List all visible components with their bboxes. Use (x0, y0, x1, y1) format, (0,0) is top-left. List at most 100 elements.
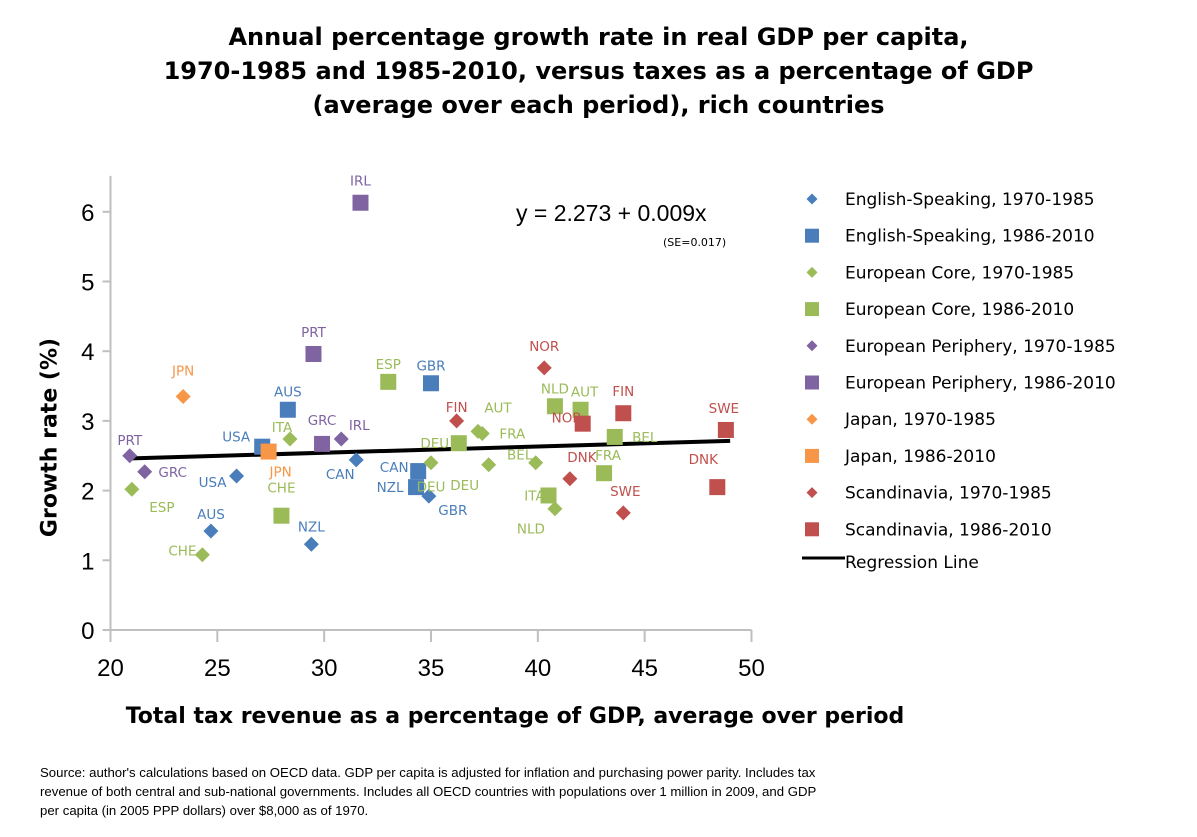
legend-diamond-icon (806, 266, 818, 278)
data-label-bel: BEL (507, 448, 533, 464)
data-point-swe (615, 505, 631, 521)
x-axis-label: Total tax revenue as a percentage of GDP… (125, 704, 905, 729)
data-point-bel (606, 428, 623, 445)
legend-label: Scandinavia, 1970-1985 (845, 484, 1052, 504)
regression-line (127, 438, 731, 461)
x-tick-label: 30 (311, 655, 338, 682)
x-tick-label: 40 (524, 655, 551, 682)
data-label-nld: NLD (517, 522, 545, 538)
y-tick-label: 6 (81, 200, 94, 227)
y-tick-label: 0 (81, 618, 94, 645)
legend-diamond-icon (806, 340, 818, 352)
y-tick-label: 3 (81, 409, 94, 436)
data-point-grc (137, 464, 153, 480)
data-label-aut: AUT (484, 400, 512, 416)
data-point-nzl (408, 479, 425, 496)
data-label-esp: ESP (149, 500, 174, 516)
legend-label: English-Speaking, 1986-2010 (845, 227, 1095, 247)
data-label-che: CHE (168, 544, 196, 560)
data-point-aut (572, 401, 589, 418)
legend-item: European Periphery, 1986-2010 (805, 374, 1116, 394)
data-point-esp (380, 373, 397, 390)
x-tick-label: 35 (418, 655, 445, 682)
data-point-fra (474, 425, 490, 441)
data-point-swe (717, 421, 734, 438)
data-label-swe: SWE (610, 484, 640, 500)
data-label-fra: FRA (595, 448, 622, 464)
title-line-3: (average over each period), rich countri… (312, 91, 885, 119)
legend-label: European Core, 1970-1985 (845, 263, 1074, 283)
data-point-dnk (709, 479, 726, 496)
data-label-aut: AUT (571, 385, 599, 401)
legend-item: Scandinavia, 1986-2010 (805, 520, 1052, 540)
data-label-grc: GRC (158, 465, 187, 481)
series-scandinavia-1970-1985: FIN NOR DNK SWE (446, 339, 641, 521)
data-point-irl (352, 194, 369, 211)
legend-label: Japan, 1986-2010 (844, 447, 996, 467)
legend-item: English-Speaking, 1970-1985 (806, 190, 1095, 210)
data-label-jpn: JPN (268, 465, 291, 481)
regression-se: (SE=0.017) (663, 236, 727, 249)
title-line-2: 1970-1985 and 1985-2010, versus taxes as… (163, 57, 1034, 85)
legend-item: European Core, 1986-2010 (805, 300, 1074, 320)
title-line-1: Annual percentage growth rate in real GD… (228, 23, 969, 51)
data-label-gbr: GBR (416, 358, 445, 374)
data-label-ita: ITA (524, 488, 545, 504)
legend-item-regression: Regression Line (802, 553, 979, 573)
data-point-esp (124, 481, 140, 497)
data-label-nzl: NZL (298, 519, 325, 535)
legend-label: Japan, 1970-1985 (844, 410, 996, 430)
series-english-speaking-1970-1985: USA AUS NZL CAN GBR (197, 452, 467, 552)
data-label-che: CHE (267, 481, 295, 497)
data-label-irl: IRL (349, 418, 370, 434)
data-label-nzl: NZL (377, 480, 404, 496)
data-label-deu: DEU (450, 478, 479, 494)
data-point-fin (615, 405, 632, 422)
data-label-fra: FRA (499, 426, 526, 442)
legend-item: Japan, 1970-1985 (806, 410, 996, 430)
legend-diamond-icon (806, 487, 818, 499)
data-point-irl (333, 431, 349, 447)
x-tick-label: 50 (738, 655, 765, 682)
data-point-deu (481, 457, 497, 473)
data-label-dnk: DNK (689, 452, 719, 468)
data-point-can (410, 463, 427, 480)
data-label-deu: DEU (417, 480, 446, 496)
data-point-che (273, 507, 290, 524)
legend-diamond-icon (806, 413, 818, 425)
data-point-nld (546, 398, 563, 415)
series-japan-1986-2010: JPN (260, 443, 292, 481)
regression-equation: y = 2.273 + 0.009x (516, 200, 707, 226)
series-european-periphery-1970-1985: PRT GRC IRL (117, 418, 370, 481)
data-point-usa (229, 468, 245, 484)
legend-item: Japan, 1986-2010 (805, 447, 996, 467)
data-point-jpn (260, 443, 277, 460)
data-point-aus (203, 523, 219, 539)
data-point-jpn (175, 389, 191, 405)
data-label-usa: USA (222, 430, 251, 446)
legend-label: European Core, 1986-2010 (845, 300, 1074, 320)
legend-square-icon (805, 448, 819, 463)
series-japan-1970-1985: JPN (171, 364, 194, 405)
data-point-gbr (423, 375, 439, 392)
legend-item: English-Speaking, 1986-2010 (805, 227, 1095, 247)
legend-square-icon (805, 228, 819, 243)
data-point-fra (596, 465, 613, 482)
data-label-fin: FIN (446, 400, 468, 416)
data-label-jpn: JPN (171, 364, 194, 380)
data-point-ita (282, 431, 298, 447)
legend-diamond-icon (806, 193, 818, 205)
data-label-nld: NLD (541, 381, 569, 397)
legend-square-icon (805, 375, 819, 390)
data-point-dnk (562, 471, 578, 487)
data-label-grc: GRC (308, 413, 337, 429)
data-point-grc (314, 435, 331, 452)
data-label-bel: BEL (632, 430, 658, 446)
data-point-nzl (303, 536, 319, 552)
data-label-prt: PRT (301, 325, 327, 341)
data-point-can (348, 452, 364, 468)
data-label-swe: SWE (709, 401, 739, 417)
